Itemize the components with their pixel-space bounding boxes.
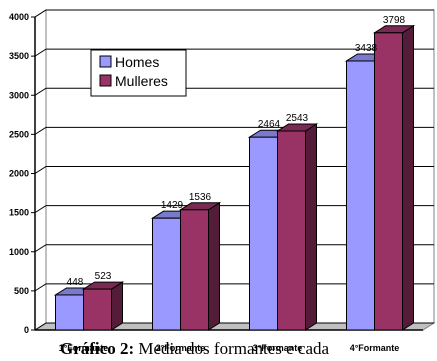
data-label: 1429 (161, 200, 184, 211)
y-tick-label: 500 (14, 286, 29, 296)
data-label: 2543 (286, 113, 309, 124)
bar-mulleres (180, 209, 209, 331)
bar-mulleres (374, 32, 403, 331)
data-label: 3438 (355, 43, 378, 54)
gridline (34, 87, 434, 96)
bar-homes (55, 294, 84, 331)
y-tick-label: 1000 (9, 247, 29, 257)
legend-box (90, 49, 187, 97)
legend-swatch-mulleres (99, 74, 112, 87)
bar-homes (346, 60, 375, 331)
x-category-label: 1°Formante (59, 343, 109, 353)
x-category-label: 4°Formante (350, 343, 400, 353)
legend: Homes Mulleres (90, 49, 187, 97)
x-category-label: 2°Formante (156, 343, 206, 353)
gridline (34, 48, 434, 57)
bar-homes (249, 136, 278, 331)
x-axis-categories: 1°Formante 2°Formante 3°Formante 4°Formante (59, 343, 400, 353)
data-labels: 448 523 1429 1536 2464 2543 3438 3798 (67, 15, 406, 288)
y-axis-ticks: 0 500 1000 1500 2000 2500 3000 3500 4000 (9, 12, 35, 335)
legend-label-homes: Homes (115, 54, 159, 70)
y-tick-label: 2000 (9, 169, 29, 179)
caption-text: Media dos formantes e cada (134, 339, 330, 358)
data-label: 523 (95, 271, 112, 282)
data-label: 1536 (189, 192, 212, 203)
legend-label-mulleres: Mulleres (115, 73, 168, 89)
bar-side-mulleres (305, 123, 317, 331)
data-label: 2464 (258, 119, 281, 130)
y-tick-label: 1500 (9, 208, 29, 218)
y-tick-label: 3500 (9, 51, 29, 61)
y-tick-label: 0 (24, 325, 29, 335)
bar-mulleres (83, 288, 112, 331)
bar-side-mulleres (111, 281, 123, 331)
bars (53, 24, 416, 331)
data-label: 448 (67, 277, 84, 288)
bar-side-mulleres (208, 201, 220, 331)
data-label: 3798 (383, 15, 406, 26)
gridline (34, 9, 434, 18)
y-tick-label: 3000 (9, 90, 29, 100)
bar-mulleres (277, 130, 306, 331)
caption-label: Gráfico 2: (60, 339, 135, 358)
y-tick-label: 2500 (9, 129, 29, 139)
figure-caption: Gráfico 2: Media dos formantes e cada (60, 339, 329, 359)
bar-homes (152, 217, 181, 331)
y-tick-label: 4000 (9, 12, 29, 22)
legend-swatch-homes (99, 55, 112, 68)
bar-side-mulleres (402, 24, 414, 331)
x-category-label: 3°Formante (253, 343, 303, 353)
